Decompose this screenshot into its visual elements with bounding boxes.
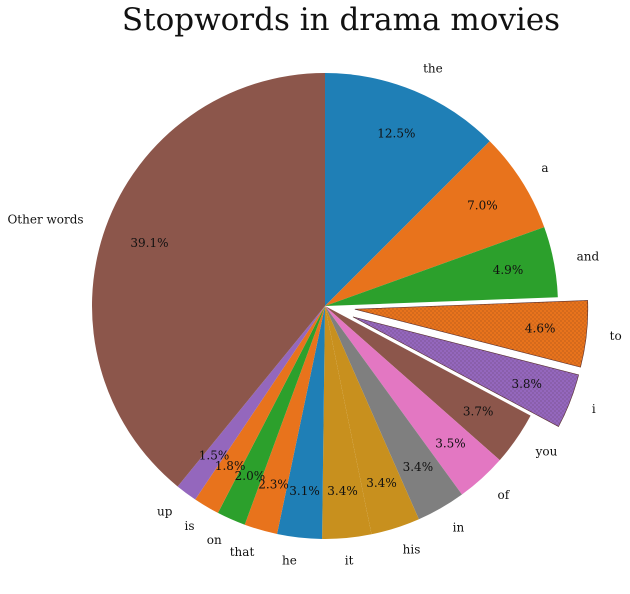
slice-label-you: you — [535, 445, 558, 459]
slice-hatch-to — [354, 300, 588, 368]
slice-label-a: a — [541, 161, 548, 175]
pct-label-it: 3.4% — [327, 484, 358, 498]
pct-label-other-words: 39.1% — [130, 236, 168, 250]
slice-label-i: i — [592, 402, 596, 416]
slice-label-that: that — [230, 545, 255, 559]
slice-label-it: it — [345, 554, 354, 568]
pct-label-the: 12.5% — [377, 126, 415, 140]
slice-is — [195, 306, 325, 513]
slice-you — [325, 306, 531, 461]
slice-label-is: is — [185, 519, 195, 533]
slice-it — [322, 306, 372, 540]
slice-label-up: up — [157, 504, 173, 518]
slice-label-to: to — [610, 329, 622, 343]
pct-label-i: 3.8% — [511, 377, 542, 391]
slice-label-his: his — [403, 543, 421, 557]
chart-title: Stopwords in drama movies — [122, 2, 560, 38]
pct-label-that: 2.3% — [258, 478, 289, 492]
slice-label-on: on — [207, 533, 222, 547]
slice-up — [177, 306, 325, 500]
slice-his — [325, 306, 419, 535]
pct-label-and: 4.9% — [493, 263, 524, 277]
slice-of — [325, 306, 500, 495]
slice-label-other-words: Other words — [7, 212, 83, 226]
slice-that — [244, 306, 325, 535]
slice-label-in: in — [453, 521, 465, 535]
pct-label-he: 3.1% — [289, 484, 320, 498]
pct-label-a: 7.0% — [467, 199, 498, 213]
pct-label-on: 2.0% — [235, 469, 266, 483]
slice-other-words — [92, 73, 325, 487]
pct-label-his: 3.4% — [366, 476, 397, 490]
pct-label-is: 1.8% — [215, 459, 246, 473]
slice-a — [325, 141, 545, 306]
slice-label-and: and — [577, 250, 600, 264]
slices-layer — [92, 73, 589, 540]
slice-he — [277, 306, 325, 539]
pct-label-up: 1.5% — [199, 448, 230, 462]
labels-layer: the 12.5% a 7.0% and 4.9% to 4.6% i 3.8% you 3.7% of… — [7, 62, 621, 568]
slice-and — [325, 227, 558, 306]
pct-label-of: 3.5% — [435, 436, 466, 450]
slice-hatch-i — [352, 316, 579, 427]
slice-in — [325, 306, 462, 520]
pct-label-you: 3.7% — [463, 405, 494, 419]
slice-label-of: of — [497, 488, 510, 502]
slice-label-the: the — [423, 62, 443, 76]
slice-the — [325, 73, 490, 306]
pct-label-to: 4.6% — [525, 322, 556, 336]
pct-label-in: 3.4% — [403, 460, 434, 474]
slice-label-he: he — [282, 553, 297, 567]
slice-on — [217, 306, 325, 525]
